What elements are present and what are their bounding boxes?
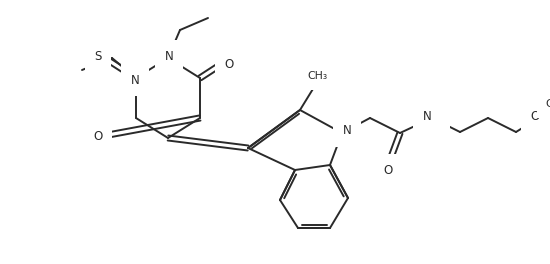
Text: H: H [432, 111, 441, 124]
Text: N: N [131, 73, 139, 87]
Text: N: N [343, 125, 351, 138]
Text: O: O [383, 163, 393, 177]
Text: O: O [224, 58, 234, 70]
Text: O: O [94, 130, 103, 144]
Text: CH₃: CH₃ [546, 99, 550, 109]
Text: N: N [422, 111, 431, 124]
Text: CH₃: CH₃ [307, 71, 327, 81]
Text: O: O [530, 111, 540, 124]
Text: S: S [94, 50, 102, 63]
Text: N: N [164, 50, 173, 63]
